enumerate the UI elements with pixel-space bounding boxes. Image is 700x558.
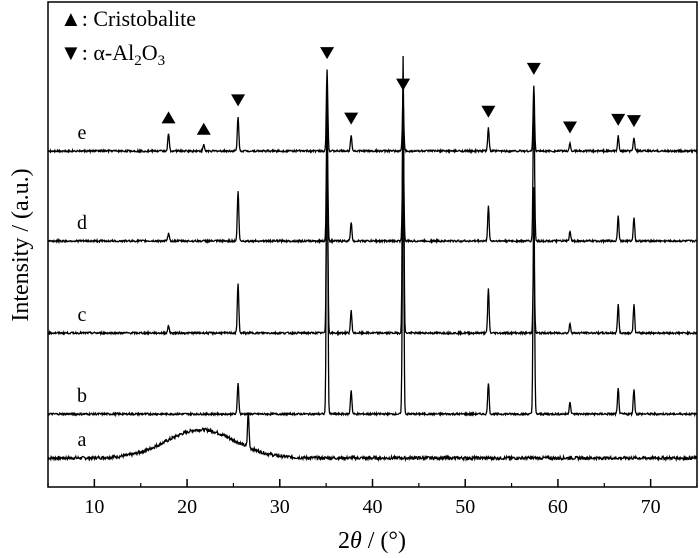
legend-alumina-text: ▼: α-Al: [60, 40, 134, 65]
alumina-marker-3: [320, 47, 335, 60]
trace-label-e: e: [78, 122, 87, 144]
alumina-marker-4: [344, 112, 359, 125]
alumina-marker-6: [481, 105, 496, 118]
cristobalite-marker-1: [196, 122, 211, 135]
x-tick-label-30: 30: [270, 496, 290, 518]
annotation-marker-group: [161, 47, 641, 135]
trace-c: [47, 55, 698, 337]
alumina-marker-2: [231, 94, 246, 107]
alumina-marker-8: [562, 121, 577, 134]
alumina-marker-9: [611, 113, 626, 126]
trace-b: [47, 93, 698, 418]
legend-alumina-o: O: [142, 40, 158, 65]
trace-label-a: a: [78, 429, 87, 451]
trace-a: [47, 413, 698, 463]
y-axis-label: Intensity / (a.u.): [8, 168, 34, 321]
x-tick-label-70: 70: [641, 496, 661, 518]
x-axis-label-theta: θ: [350, 528, 362, 554]
cristobalite-marker-0: [161, 111, 176, 124]
trace-label-c: c: [78, 304, 87, 326]
x-axis-label: 2θ / (°): [338, 528, 406, 554]
legend-entry-alpha-alumina: ▼: α-Al2O3: [60, 40, 165, 69]
trace-d: [47, 90, 698, 245]
x-tick-label-40: 40: [363, 496, 383, 518]
x-tick-label-50: 50: [455, 496, 475, 518]
legend-entry-cristobalite: ▲: Cristobalite: [60, 6, 196, 31]
x-tick-label-20: 20: [177, 496, 197, 518]
x-tick-label-60: 60: [548, 496, 568, 518]
trace-e: [47, 69, 698, 155]
trace-label-b: b: [77, 385, 87, 407]
trace-group: ab c d e: [47, 55, 698, 463]
x-tick-label-10: 10: [84, 496, 104, 518]
alumina-marker-10: [626, 115, 641, 128]
legend: ▲: Cristobalite ▼: α-Al2O3: [60, 6, 196, 69]
legend-alumina-sub-3: 3: [158, 53, 166, 69]
alumina-marker-7: [526, 62, 541, 75]
x-tick-group: 10 20 30 40 50 60 70: [47, 479, 698, 518]
x-axis-label-unit: / (°): [362, 528, 406, 554]
legend-alumina-sub-2: 2: [134, 53, 142, 69]
x-axis-label-number: 2: [338, 528, 350, 554]
trace-label-d: d: [77, 212, 87, 234]
alumina-marker-5: [396, 78, 411, 91]
